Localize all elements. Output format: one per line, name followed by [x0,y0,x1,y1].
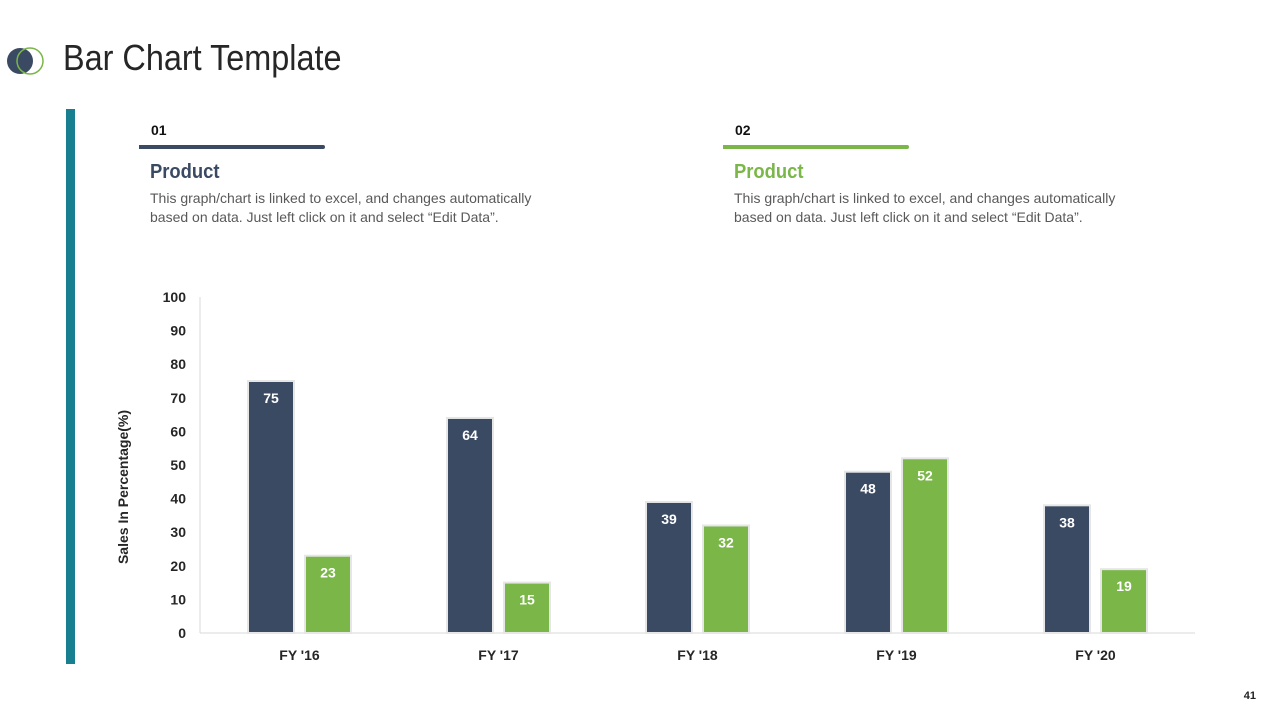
section-number: 02 [735,122,751,138]
x-tick-label: FY '19 [876,647,917,663]
bar-data-label: 32 [718,534,734,550]
bar-data-label: 38 [1059,514,1075,530]
y-tick-label: 50 [170,457,186,473]
y-tick-label: 0 [178,625,186,641]
logo-icon [7,47,44,75]
x-tick-label: FY '18 [677,647,718,663]
x-tick-label: FY '16 [279,647,320,663]
bar-data-label: 48 [860,481,876,497]
y-axis-label: Sales In Percentage(%) [115,410,131,564]
page-title: Bar Chart Template [63,37,342,78]
bar-2 [901,457,949,634]
section-rule [139,145,325,149]
bar-data-label: 64 [462,427,478,443]
bar-1 [247,380,295,634]
page-number: 41 [1243,690,1256,702]
bar-1 [844,470,892,634]
bar-data-label: 39 [661,511,677,527]
y-tick-label: 40 [170,491,186,507]
section-heading: Product [734,161,804,183]
bar-2 [304,554,352,634]
bar-2 [503,581,551,634]
section-rule [723,145,909,149]
section-description: This graph/chart is linked to excel, and… [734,190,1116,225]
y-tick-label: 10 [170,591,186,607]
bar-data-label: 75 [263,390,279,406]
bar-2 [1100,568,1148,634]
y-tick-label: 80 [170,356,186,372]
bar-data-label: 15 [519,592,535,608]
accent-bar [66,109,75,664]
y-tick-label: 90 [170,323,186,339]
y-tick-label: 30 [170,524,186,540]
section-description: This graph/chart is linked to excel, and… [150,190,532,225]
y-tick-label: 70 [170,390,186,406]
y-tick-label: 60 [170,423,186,439]
section-product-01: 01 Product This graph/chart is linked to… [139,122,559,227]
bar-data-label: 23 [320,565,336,581]
x-tick-label: FY '17 [478,647,519,663]
section-product-02: 02 Product This graph/chart is linked to… [723,122,1143,227]
section-heading: Product [150,161,220,183]
bar-data-label: 52 [917,467,933,483]
section-number: 01 [151,122,167,138]
y-tick-label: 100 [163,289,187,305]
x-tick-label: FY '20 [1075,647,1116,663]
bar-1 [1043,504,1091,635]
bar-2 [702,524,750,634]
bar-data-label: 19 [1116,578,1132,594]
bar-1 [446,416,494,634]
y-tick-label: 20 [170,558,186,574]
bar-1 [645,500,693,634]
